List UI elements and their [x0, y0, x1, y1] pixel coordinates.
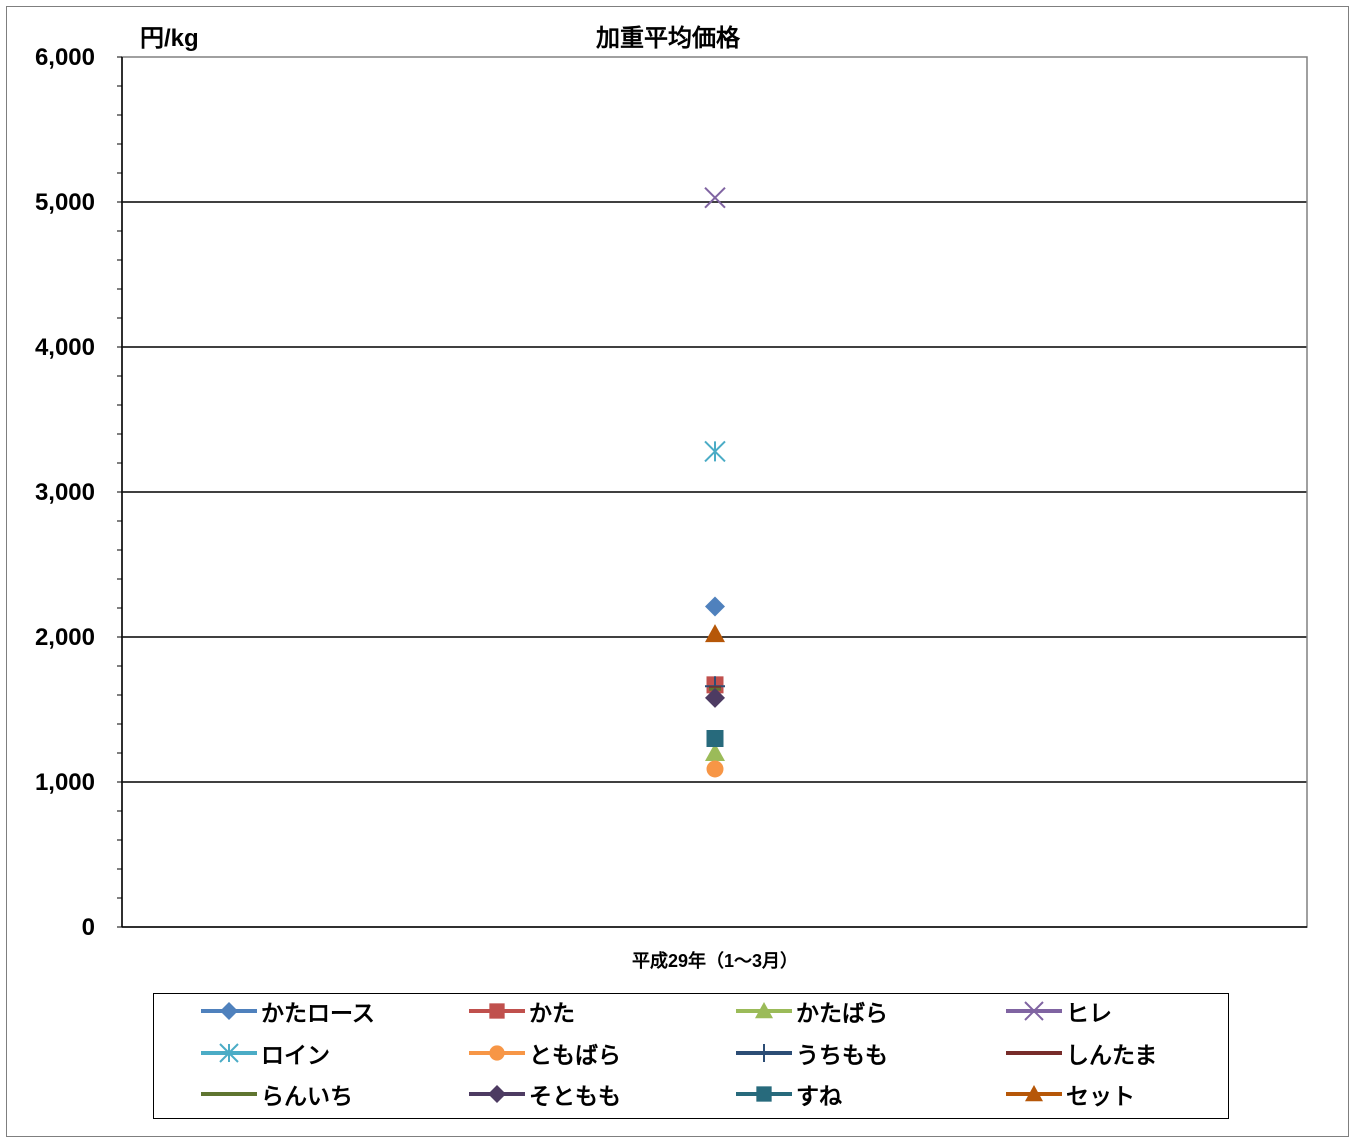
legend-item: ロイン	[199, 1036, 330, 1070]
legend-label: そともも	[529, 1084, 621, 1110]
y-tick-label: 3,000	[35, 479, 95, 506]
legend-item: セット	[1004, 1077, 1135, 1111]
legend-item: うちもも	[734, 1036, 888, 1070]
legend-marker	[489, 1045, 505, 1061]
data-point	[705, 743, 725, 761]
legend-marker	[489, 1003, 505, 1019]
y-unit-label: 円/kg	[140, 25, 199, 52]
y-tick-label: 1,000	[35, 769, 95, 796]
legend-swatch	[736, 1044, 792, 1062]
legend-marker	[756, 1086, 772, 1102]
legend-label: ロイン	[261, 1043, 330, 1069]
minor-ticks	[117, 56, 122, 928]
legend-item: そともも	[467, 1077, 621, 1111]
data-point	[704, 186, 726, 209]
legend-swatch	[1006, 1001, 1062, 1021]
legend-swatch	[1006, 1085, 1062, 1102]
legend-item: かたばら	[734, 994, 888, 1028]
legend-label: らんいち	[261, 1084, 353, 1110]
legend-marker	[755, 1044, 773, 1062]
legend-label: かた	[529, 1001, 575, 1027]
legend-label: うちもも	[796, 1043, 888, 1069]
chart-frame	[6, 6, 1349, 1137]
legend-label: すね	[796, 1084, 842, 1110]
legend-swatch	[469, 1003, 525, 1019]
legend-swatch	[736, 1002, 792, 1019]
legend-marker	[1025, 1085, 1043, 1102]
legend-item: かた	[467, 994, 575, 1028]
legend-item: かたロース	[199, 994, 375, 1028]
legend-swatch	[469, 1085, 525, 1103]
legend-swatch	[1006, 1051, 1062, 1055]
y-tick-labels: 0 1,000 2,000 3,000 4,000 5,000 6,000	[35, 44, 95, 941]
legend-marker	[219, 1043, 239, 1063]
legend-swatch	[201, 1002, 257, 1020]
legend-label: セット	[1066, 1084, 1135, 1110]
legend-label: かたばら	[796, 1001, 888, 1027]
legend-label: ヒレ	[1066, 1001, 1112, 1027]
data-point	[705, 624, 725, 643]
legend-marker	[1024, 1001, 1044, 1021]
legend-item: ともばら	[467, 1036, 621, 1070]
chart-title: 加重平均価格	[596, 24, 741, 52]
legend-marker	[488, 1085, 506, 1103]
legend-item: しんたま	[1004, 1036, 1157, 1070]
legend-item: らんいち	[199, 1077, 353, 1111]
data-point	[706, 760, 724, 778]
grid-lines	[122, 201, 1307, 783]
legend-swatch	[736, 1086, 792, 1102]
y-tick-label: 6,000	[35, 44, 95, 71]
legend-swatch	[201, 1092, 257, 1096]
y-tick-label: 4,000	[35, 334, 95, 361]
legend-item: ヒレ	[1004, 994, 1112, 1028]
data-point	[705, 596, 725, 617]
legend-swatch	[469, 1045, 525, 1061]
data-points	[704, 186, 726, 778]
legend-label: しんたま	[1066, 1043, 1158, 1069]
data-point	[706, 730, 724, 747]
legend-marker	[220, 1002, 238, 1020]
y-tick-label: 2,000	[35, 624, 95, 651]
y-tick-label: 0	[82, 914, 95, 941]
legend-item: すね	[734, 1077, 842, 1111]
x-category-label: 平成29年（1～3月）	[632, 950, 798, 971]
legend-label: かたロース	[261, 1001, 375, 1027]
legend-marker	[755, 1002, 773, 1019]
legend-label: ともばら	[529, 1043, 621, 1069]
y-tick-label: 5,000	[35, 189, 95, 216]
data-point	[704, 440, 726, 463]
legend: かたロース かた かたばら ヒレロイン ともばら うちもも しんたまらんいち そともも すね セッ…	[153, 993, 1229, 1119]
data-point	[705, 687, 725, 708]
legend-swatch	[201, 1043, 257, 1063]
